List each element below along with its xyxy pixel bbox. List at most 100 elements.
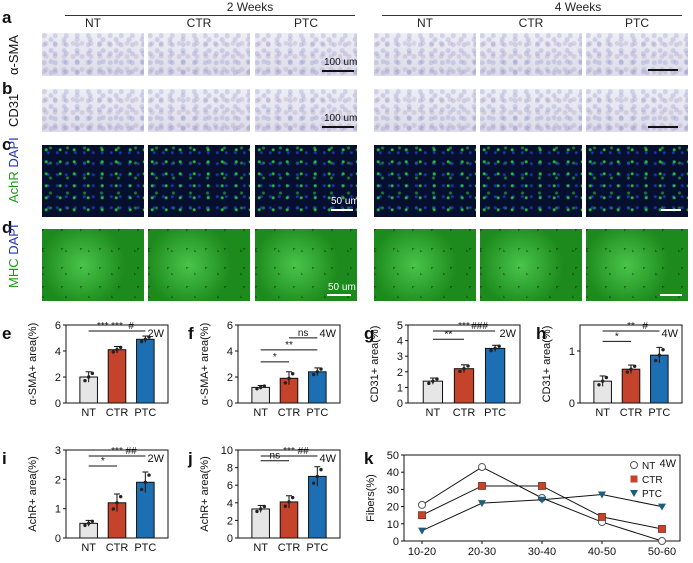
group-header-ctr: CTR — [518, 16, 544, 30]
data-point-h — [625, 370, 630, 374]
x-tick-label-i: PTC — [134, 542, 156, 554]
legend-label-nt: NT — [642, 461, 655, 472]
significance-label-e: *** — [111, 321, 123, 332]
group-header-ctr: CTR — [186, 16, 212, 30]
data-point-g — [466, 364, 470, 368]
significance-label-h: ** — [627, 321, 635, 332]
marker-ctr — [478, 482, 486, 490]
y-tick-label-g: 4 — [397, 336, 403, 348]
y-tick-label-k: 10 — [387, 519, 399, 531]
data-point-f — [258, 385, 263, 390]
x-tick-label-j: CTR — [278, 542, 301, 554]
x-tick-label-h: PTC — [648, 407, 670, 419]
x-tick-label-e: PTC — [134, 407, 156, 419]
panel-tag-j: 4W — [320, 453, 337, 465]
data-point-e — [118, 345, 123, 350]
panel-letter-e: e — [2, 324, 11, 343]
group-header-nt: NT — [85, 16, 101, 30]
scale-bar — [322, 126, 354, 128]
data-point-f — [283, 381, 288, 385]
data-point-e — [86, 375, 91, 379]
group-header-ptc: PTC — [294, 16, 318, 30]
data-point-f — [319, 367, 323, 371]
y-tick-label-h: 0 — [569, 398, 575, 410]
mhc-dapi-micrograph — [255, 229, 357, 301]
y-axis-label-i: AchR+ area(%) — [27, 456, 39, 532]
significance-label-i: *** — [111, 446, 123, 457]
significance-label-g: ** — [445, 329, 453, 340]
legend-marker-ptc — [630, 490, 638, 497]
marker-ctr — [418, 511, 426, 520]
data-point-i — [118, 494, 123, 499]
achr-dapi-micrograph — [255, 145, 357, 217]
y-tick-label-i: 1 — [55, 504, 61, 516]
data-point-g — [458, 369, 462, 374]
panel-letter-j: j — [187, 449, 193, 468]
significance-label-f: ns — [298, 328, 309, 339]
y-tick-label-f: 2 — [227, 372, 233, 384]
significance-label-i: ## — [126, 446, 138, 457]
achr-dapi-micrograph — [480, 145, 582, 217]
scale-bar-label: 100 um — [324, 113, 358, 124]
significance-label-j: ## — [298, 446, 310, 457]
x-tick-label-k: 40-50 — [588, 546, 616, 558]
marker-ptc — [478, 500, 486, 508]
y-axis-label-g: CD31+ area(%) — [369, 326, 381, 403]
data-point-i — [86, 521, 91, 526]
y-tick-label-j: 2 — [227, 515, 233, 527]
panel-letter-i: i — [2, 449, 7, 468]
data-point-h — [604, 375, 609, 380]
panel-letter-k: k — [364, 449, 374, 468]
y-axis-label-f: α-SMA+ area(%) — [199, 323, 211, 405]
x-tick-label-k: 10-20 — [408, 546, 436, 558]
y-tick-label-k: 50 — [387, 450, 399, 462]
y-tick-label-g: 1 — [397, 382, 403, 394]
data-point-i — [139, 487, 144, 492]
x-tick-label-f: CTR — [278, 407, 301, 419]
data-point-g — [427, 381, 431, 386]
data-point-j — [255, 509, 259, 514]
marker-ctr — [538, 482, 546, 490]
data-point-j — [287, 500, 291, 504]
significance-label-e: # — [128, 321, 134, 332]
significance-label-h: * — [615, 331, 619, 342]
y-tick-label-j: 6 — [227, 480, 233, 492]
bar-f-nt — [251, 386, 270, 404]
bar-g-ptc — [484, 347, 506, 404]
y-axis-label-e: α-SMA+ area(%) — [27, 323, 39, 405]
bar-h-ctr — [621, 368, 641, 404]
scale-bar-label: 50 um — [331, 196, 359, 207]
alpha-sma-micrograph — [480, 33, 582, 76]
marker-nt — [658, 537, 666, 545]
cd31-micrograph — [586, 89, 688, 132]
mhc-dapi-micrograph — [148, 229, 250, 301]
data-point-g — [462, 366, 466, 371]
marker-ptc — [658, 503, 666, 511]
scale-bar — [661, 209, 681, 211]
cd31-micrograph — [148, 89, 250, 132]
mhc-dapi-micrograph — [42, 229, 144, 301]
data-point-g — [493, 346, 497, 351]
y-tick-label-k: 20 — [387, 502, 399, 514]
panel-tag-h: 4W — [662, 328, 679, 340]
achr-dapi-micrograph — [374, 145, 476, 217]
series-line-nt — [421, 466, 663, 542]
marker-ptc — [598, 491, 606, 499]
x-tick-label-j: NT — [253, 542, 268, 554]
y-axis-label-h: CD31+ area(%) — [541, 326, 553, 403]
data-point-h — [661, 348, 665, 352]
data-point-f — [255, 387, 259, 391]
data-point-e — [147, 335, 151, 339]
y-axis-label-k: Fibers(%) — [365, 474, 377, 522]
mhc-dapi-micrograph — [374, 229, 476, 301]
alpha-sma-micrograph — [586, 33, 688, 76]
panel-letter-g: g — [364, 324, 374, 343]
data-point-e — [139, 339, 144, 344]
cd31-micrograph — [374, 89, 476, 132]
x-tick-label-h: NT — [595, 407, 610, 419]
y-tick-label-e: 0 — [55, 398, 61, 410]
x-tick-label-j: PTC — [306, 542, 328, 554]
data-point-i — [115, 501, 119, 505]
significance-label-g: *** — [458, 321, 470, 332]
data-point-h — [600, 379, 605, 383]
